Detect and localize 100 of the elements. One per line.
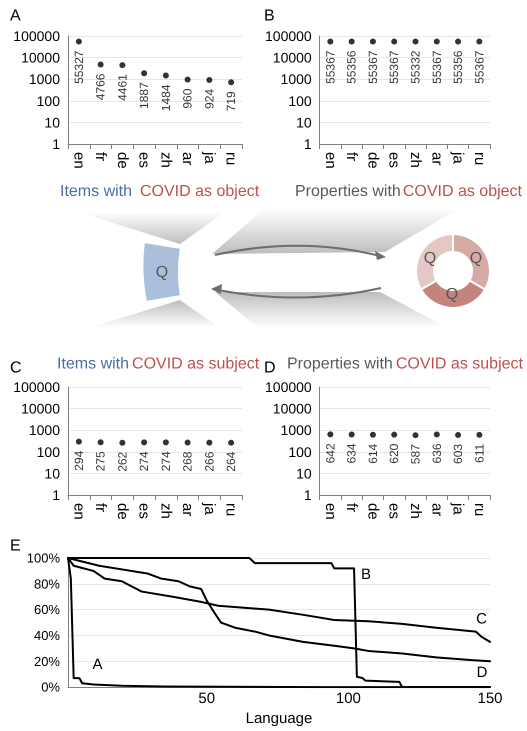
- data-label: 55367: [387, 50, 402, 84]
- data-label: 55332: [408, 50, 422, 84]
- x-tick-label: ru: [222, 503, 240, 516]
- y-tick-label: 100000: [13, 379, 60, 395]
- text: Q: [446, 286, 458, 303]
- data-label: 274: [137, 451, 152, 472]
- x-tick-label: zh: [407, 503, 424, 519]
- data-label: 587: [408, 444, 422, 464]
- data-label: 55356: [344, 50, 359, 84]
- data-label: 55327: [72, 50, 86, 84]
- y-tick-label: 1000: [280, 71, 312, 88]
- y-tick-label: 10: [44, 465, 60, 482]
- y-tick-label: 100: [288, 92, 312, 109]
- x-tick-label: zh: [407, 152, 424, 168]
- x-tick-label: ru: [222, 152, 240, 166]
- series-label: A: [92, 656, 102, 674]
- text: COVID as object: [402, 183, 523, 200]
- data-label: 274: [158, 451, 173, 472]
- y-tick-label: 100%: [26, 550, 60, 566]
- series-label: C: [476, 610, 488, 628]
- y-tick-label: 10000: [272, 400, 312, 417]
- data-label: 275: [94, 450, 108, 472]
- data-label: 262: [115, 451, 130, 472]
- text: Properties with: [295, 183, 401, 200]
- series-label: D: [476, 664, 488, 681]
- x-tick-label: 50: [198, 690, 216, 708]
- text: COVID as subject: [132, 356, 260, 372]
- x-tick-label: ru: [470, 152, 488, 166]
- data-label: 614: [366, 443, 380, 464]
- y-tick-label: 10000: [21, 400, 60, 417]
- y-tick-label: 10: [296, 465, 312, 482]
- x-tick-label: de: [114, 152, 131, 169]
- data-label: 55356: [451, 50, 466, 84]
- y-tick-label: 10000: [272, 50, 312, 66]
- y-tick-label: 20%: [34, 654, 60, 669]
- x-tick-label: ja: [450, 151, 467, 164]
- y-tick-label: 100: [36, 92, 60, 109]
- data-label: 268: [180, 451, 195, 472]
- x-tick-label: es: [136, 152, 153, 168]
- text: Q: [424, 250, 436, 267]
- text: Q: [470, 250, 482, 267]
- chart-title: E: [10, 538, 21, 554]
- text: COVID as subject: [396, 356, 524, 372]
- chart-title: B: [264, 8, 275, 24]
- data-label: 960: [180, 88, 195, 109]
- series-label: B: [361, 566, 372, 583]
- text: Properties with: [287, 356, 393, 372]
- y-tick-label: 60%: [34, 602, 60, 618]
- chart-title: D: [264, 360, 276, 376]
- data-label: 719: [224, 90, 238, 112]
- x-tick-label: es: [136, 503, 153, 519]
- x-tick-label: de: [114, 503, 131, 520]
- data-label: 620: [387, 443, 402, 464]
- data-label: 636: [430, 443, 444, 464]
- y-tick-label: 10: [296, 114, 312, 130]
- y-tick-label: 10000: [21, 50, 60, 66]
- x-tick-label: 150: [477, 690, 503, 708]
- x-tick-label: en: [322, 152, 339, 169]
- y-tick-label: 1: [304, 487, 312, 503]
- y-tick-label: 100: [36, 444, 60, 460]
- y-tick-label: 100000: [265, 379, 312, 395]
- y-tick-label: 1000: [28, 422, 60, 438]
- x-tick-label: de: [364, 503, 382, 520]
- x-tick-label: ja: [200, 151, 218, 164]
- data-label: 1484: [158, 84, 173, 112]
- x-tick-label: fr: [92, 152, 110, 162]
- data-label: 611: [472, 444, 486, 463]
- x-tick-label: zh: [157, 152, 174, 168]
- x-tick-label: ar: [428, 152, 446, 166]
- data-label: 1887: [137, 82, 152, 109]
- y-tick-label: 100: [288, 444, 312, 460]
- y-tick-label: 80%: [34, 576, 60, 592]
- y-tick-label: 100000: [265, 28, 312, 44]
- data-label: 55367: [430, 50, 444, 84]
- x-tick-label: es: [386, 152, 403, 168]
- data-label: 55367: [323, 50, 338, 84]
- x-tick-label: zh: [157, 503, 174, 519]
- x-tick-label: en: [70, 152, 88, 169]
- y-tick-label: 1000: [28, 71, 60, 88]
- x-tick-label: fr: [343, 152, 360, 162]
- data-label: 634: [344, 443, 359, 464]
- data-label: 264: [224, 451, 238, 472]
- y-tick-label: 10: [44, 114, 60, 130]
- x-tick-label: ja: [200, 502, 218, 516]
- chart-title: A: [10, 8, 21, 24]
- y-tick-label: 0%: [41, 680, 60, 695]
- y-tick-label: 1000: [280, 422, 312, 438]
- x-tick-label: fr: [343, 503, 360, 512]
- data-label: 603: [451, 444, 466, 464]
- y-tick-label: 100000: [13, 28, 60, 44]
- x-tick-label: fr: [92, 503, 110, 512]
- data-label: 924: [202, 88, 216, 109]
- y-tick-label: 1: [304, 136, 312, 152]
- x-axis-title: Language: [246, 710, 312, 727]
- x-tick-label: en: [322, 503, 339, 520]
- x-tick-label: ru: [470, 503, 488, 516]
- x-tick-label: ar: [428, 503, 446, 516]
- text: COVID as object: [140, 183, 260, 200]
- x-tick-label: de: [364, 152, 382, 169]
- x-tick-label: ja: [450, 502, 467, 516]
